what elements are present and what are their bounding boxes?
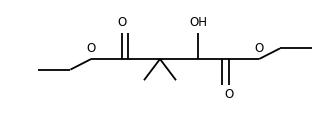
Text: O: O xyxy=(224,88,233,101)
Text: OH: OH xyxy=(189,16,207,29)
Text: O: O xyxy=(117,17,126,30)
Text: O: O xyxy=(255,42,264,55)
Text: O: O xyxy=(87,42,96,55)
